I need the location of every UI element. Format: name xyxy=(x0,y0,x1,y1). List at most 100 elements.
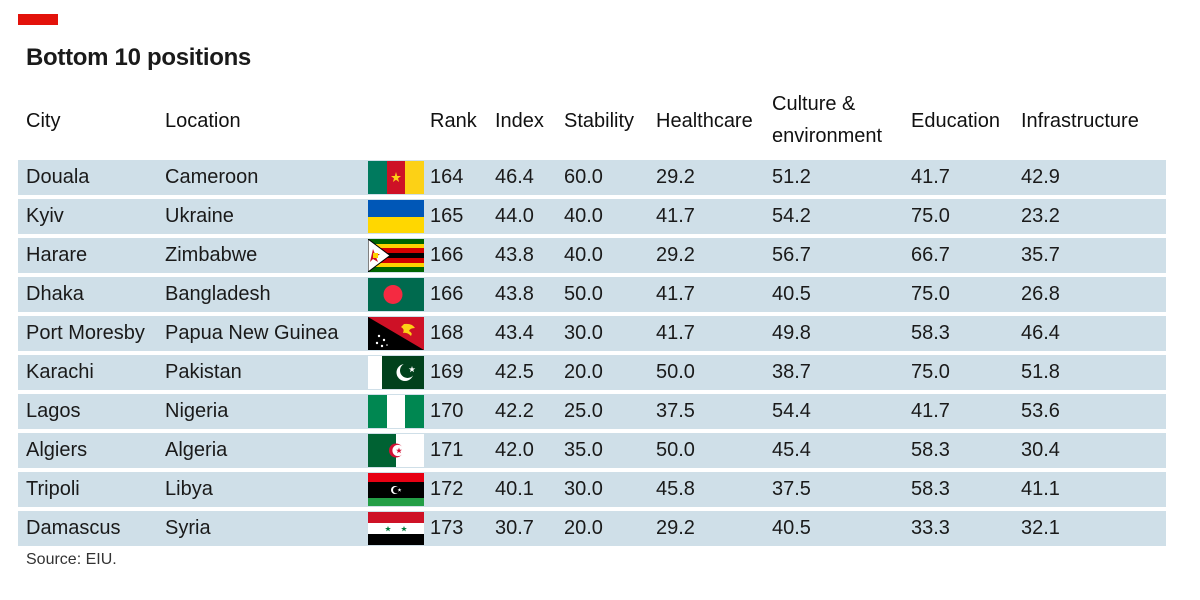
source-note: Source: EIU. xyxy=(26,551,117,568)
table-row: Douala Cameroon 164 46.4 60.0 29.2 51.2 41.7 42.… xyxy=(18,160,1166,195)
education-cell: 41.7 xyxy=(911,400,950,422)
pakistan-flag xyxy=(368,356,424,389)
education-cell: 75.0 xyxy=(911,205,950,227)
location-cell: Papua New Guinea xyxy=(165,322,339,344)
chart-title: Bottom 10 positions xyxy=(26,44,251,71)
culture-cell: 54.4 xyxy=(772,400,811,422)
location-cell: Nigeria xyxy=(165,400,229,422)
location-cell: Algeria xyxy=(165,439,228,461)
data-table: City Location Rank Index Stability Healt… xyxy=(18,88,1166,546)
index-cell: 43.8 xyxy=(495,283,534,305)
table-row: Tripoli Libya 172 40.1 30.0 45.8 37.5 58.3 41.1 xyxy=(18,472,1166,507)
culture-cell: 37.5 xyxy=(772,478,811,500)
rank-cell: 169 xyxy=(430,361,464,383)
rank-cell: 166 xyxy=(430,283,464,305)
table-row: Kyiv Ukraine 165 44.0 40.0 41.7 54.2 75.0 23.2 xyxy=(18,199,1166,234)
header-education: Education xyxy=(911,110,1000,132)
index-cell: 43.4 xyxy=(495,322,534,344)
header-index: Index xyxy=(495,110,544,132)
culture-cell: 38.7 xyxy=(772,361,811,383)
city-cell: Algiers xyxy=(26,439,88,461)
healthcare-cell: 41.7 xyxy=(656,283,695,305)
header-healthcare: Healthcare xyxy=(656,110,753,132)
infrastructure-cell: 23.2 xyxy=(1021,205,1060,227)
table-row: Dhaka Bangladesh 166 43.8 50.0 41.7 40.5 75.0 26… xyxy=(18,277,1166,312)
zimbabwe-flag xyxy=(368,239,424,272)
index-cell: 42.2 xyxy=(495,400,534,422)
city-cell: Port Moresby xyxy=(26,322,145,344)
table-row: Karachi Pakistan 169 42.5 20.0 50.0 38.7 75.0 51… xyxy=(18,355,1166,390)
city-cell: Lagos xyxy=(26,400,81,422)
nigeria-flag xyxy=(368,395,424,428)
table-body: Douala Cameroon 164 46.4 60.0 29.2 51.2 41.7 42.… xyxy=(18,160,1166,550)
culture-cell: 40.5 xyxy=(772,517,811,539)
infrastructure-cell: 35.7 xyxy=(1021,244,1060,266)
rank-cell: 171 xyxy=(430,439,464,461)
location-cell: Cameroon xyxy=(165,166,259,188)
education-cell: 58.3 xyxy=(911,439,950,461)
table-row: Lagos Nigeria 170 42.2 25.0 37.5 54.4 41.7 53.6 xyxy=(18,394,1166,429)
healthcare-cell: 41.7 xyxy=(656,205,695,227)
location-cell: Pakistan xyxy=(165,361,242,383)
location-cell: Libya xyxy=(165,478,213,500)
stability-cell: 60.0 xyxy=(564,166,603,188)
location-cell: Ukraine xyxy=(165,205,234,227)
rank-cell: 164 xyxy=(430,166,464,188)
stability-cell: 30.0 xyxy=(564,322,603,344)
table-row: Port Moresby Papua New Guinea 168 43.4 30.0 4… xyxy=(18,316,1166,351)
healthcare-cell: 50.0 xyxy=(656,439,695,461)
healthcare-cell: 29.2 xyxy=(656,166,695,188)
rank-cell: 168 xyxy=(430,322,464,344)
education-cell: 58.3 xyxy=(911,322,950,344)
header-infrastructure: Infrastructure xyxy=(1021,110,1139,132)
city-cell: Douala xyxy=(26,166,90,188)
header-city: City xyxy=(26,110,61,132)
education-cell: 75.0 xyxy=(911,361,950,383)
city-cell: Damascus xyxy=(26,517,121,539)
rank-cell: 166 xyxy=(430,244,464,266)
index-cell: 43.8 xyxy=(495,244,534,266)
education-cell: 33.3 xyxy=(911,517,950,539)
healthcare-cell: 45.8 xyxy=(656,478,695,500)
healthcare-cell: 50.0 xyxy=(656,361,695,383)
rank-cell: 170 xyxy=(430,400,464,422)
ukraine-flag xyxy=(368,200,424,233)
table-row: Damascus Syria 173 30.7 20.0 29.2 40.5 33.3 32.1 xyxy=(18,511,1166,546)
education-cell: 75.0 xyxy=(911,283,950,305)
index-cell: 30.7 xyxy=(495,517,534,539)
accent-bar xyxy=(18,14,58,25)
table-row: Harare Zimbabwe 166 43.8 40.0 29.2 56.7 66.7 35.… xyxy=(18,238,1166,273)
infrastructure-cell: 30.4 xyxy=(1021,439,1060,461)
culture-cell: 40.5 xyxy=(772,283,811,305)
infrastructure-cell: 46.4 xyxy=(1021,322,1060,344)
city-cell: Karachi xyxy=(26,361,94,383)
stability-cell: 35.0 xyxy=(564,439,603,461)
location-cell: Zimbabwe xyxy=(165,244,258,266)
education-cell: 41.7 xyxy=(911,166,950,188)
bangladesh-flag xyxy=(368,278,424,311)
culture-cell: 49.8 xyxy=(772,322,811,344)
infrastructure-cell: 26.8 xyxy=(1021,283,1060,305)
education-cell: 58.3 xyxy=(911,478,950,500)
rank-cell: 172 xyxy=(430,478,464,500)
culture-cell: 51.2 xyxy=(772,166,811,188)
index-cell: 42.5 xyxy=(495,361,534,383)
culture-cell: 54.2 xyxy=(772,205,811,227)
index-cell: 40.1 xyxy=(495,478,534,500)
index-cell: 42.0 xyxy=(495,439,534,461)
cameroon-flag xyxy=(368,161,424,194)
header-location: Location xyxy=(165,110,241,132)
city-cell: Harare xyxy=(26,244,88,266)
infrastructure-cell: 41.1 xyxy=(1021,478,1060,500)
infrastructure-cell: 53.6 xyxy=(1021,400,1060,422)
header-stability: Stability xyxy=(564,110,635,132)
culture-cell: 45.4 xyxy=(772,439,811,461)
rank-cell: 173 xyxy=(430,517,464,539)
location-cell: Syria xyxy=(165,517,211,539)
city-cell: Kyiv xyxy=(26,205,64,227)
infrastructure-cell: 51.8 xyxy=(1021,361,1060,383)
healthcare-cell: 29.2 xyxy=(656,244,695,266)
stability-cell: 40.0 xyxy=(564,244,603,266)
papua-new-guinea-flag xyxy=(368,317,424,350)
culture-cell: 56.7 xyxy=(772,244,811,266)
